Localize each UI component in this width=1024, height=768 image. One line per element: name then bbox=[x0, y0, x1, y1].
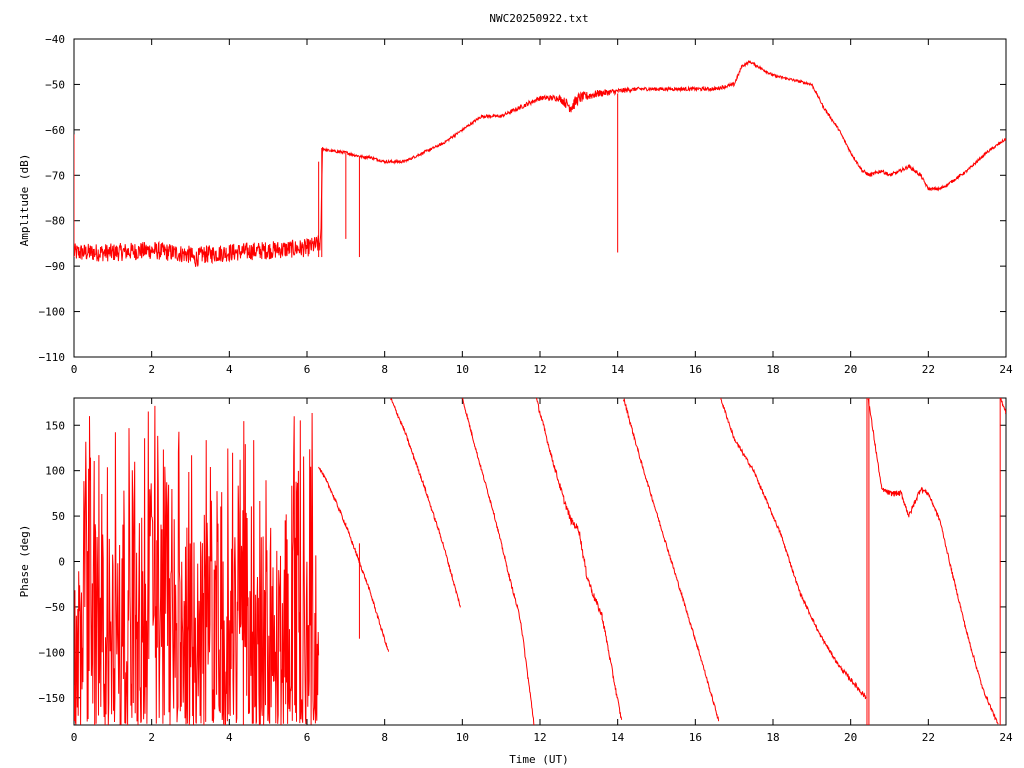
amplitude-x-tick-label: 4 bbox=[226, 363, 233, 376]
amplitude-x-tick-label: 6 bbox=[304, 363, 311, 376]
phase-x-tick-label: 12 bbox=[533, 731, 546, 744]
amplitude-x-tick-label: 12 bbox=[533, 363, 546, 376]
amplitude-y-tick-label: −110 bbox=[39, 351, 66, 364]
chart-title: NWC20250922.txt bbox=[489, 12, 588, 25]
phase-y-tick-label: 50 bbox=[52, 510, 65, 523]
phase-plot-area bbox=[74, 398, 1006, 725]
amplitude-x-tick-label: 14 bbox=[611, 363, 625, 376]
amplitude-y-tick-label: −100 bbox=[39, 306, 66, 319]
amplitude-y-tick-label: −90 bbox=[45, 260, 65, 273]
phase-y-tick-label: 150 bbox=[45, 419, 65, 432]
phase-y-tick-label: −150 bbox=[39, 692, 66, 705]
phase-x-tick-label: 0 bbox=[71, 731, 78, 744]
phase-noisy-segment bbox=[74, 405, 320, 725]
amplitude-y-tick-label: −40 bbox=[45, 33, 65, 46]
amplitude-panel: 0 2 4 6 8 10 12 14 16 18 20 22 24−40−50−60−70−80−90−… bbox=[39, 33, 1013, 376]
amplitude-x-tick-label: 24 bbox=[999, 363, 1013, 376]
amplitude-plot-area bbox=[74, 60, 1006, 267]
amplitude-x-tick-label: 8 bbox=[381, 363, 388, 376]
phase-series-line bbox=[318, 398, 1006, 725]
phase-panel: 0 2 4 6 8 10 12 14 16 18 20 22 24150100500−50−100−15… bbox=[39, 397, 1013, 744]
amplitude-y-tick-label: −70 bbox=[45, 169, 65, 182]
phase-y-tick-label: 100 bbox=[45, 465, 65, 478]
phase-x-tick-label: 4 bbox=[226, 731, 233, 744]
phase-x-tick-label: 24 bbox=[999, 731, 1013, 744]
phase-y-axis-label: Phase (deg) bbox=[18, 525, 31, 598]
phase-x-tick-label: 20 bbox=[844, 731, 857, 744]
amplitude-x-tick-label: 20 bbox=[844, 363, 857, 376]
phase-x-tick-label: 18 bbox=[766, 731, 779, 744]
amplitude-x-tick-label: 22 bbox=[922, 363, 935, 376]
phase-x-tick-label: 8 bbox=[381, 731, 388, 744]
amplitude-x-tick-label: 18 bbox=[766, 363, 779, 376]
phase-x-tick-label: 10 bbox=[456, 731, 469, 744]
amplitude-y-tick-label: −80 bbox=[45, 215, 65, 228]
amplitude-series-line bbox=[74, 60, 1006, 267]
phase-y-tick-label: −50 bbox=[45, 601, 65, 614]
phase-y-tick-label: 0 bbox=[58, 556, 65, 569]
amplitude-x-tick-label: 10 bbox=[456, 363, 469, 376]
amplitude-x-tick-label: 16 bbox=[689, 363, 702, 376]
phase-y-tick-label: −100 bbox=[39, 646, 66, 659]
amplitude-x-tick-label: 0 bbox=[71, 363, 78, 376]
phase-x-tick-label: 6 bbox=[304, 731, 311, 744]
amplitude-y-tick-label: −50 bbox=[45, 78, 65, 91]
time-x-axis-label: Time (UT) bbox=[509, 753, 569, 766]
phase-x-tick-label: 14 bbox=[611, 731, 625, 744]
phase-x-tick-label: 2 bbox=[148, 731, 155, 744]
phase-x-tick-label: 16 bbox=[689, 731, 702, 744]
amplitude-y-axis-label: Amplitude (dB) bbox=[18, 154, 31, 247]
amplitude-y-tick-label: −60 bbox=[45, 124, 65, 137]
amplitude-x-tick-label: 2 bbox=[148, 363, 155, 376]
phase-x-tick-label: 22 bbox=[922, 731, 935, 744]
